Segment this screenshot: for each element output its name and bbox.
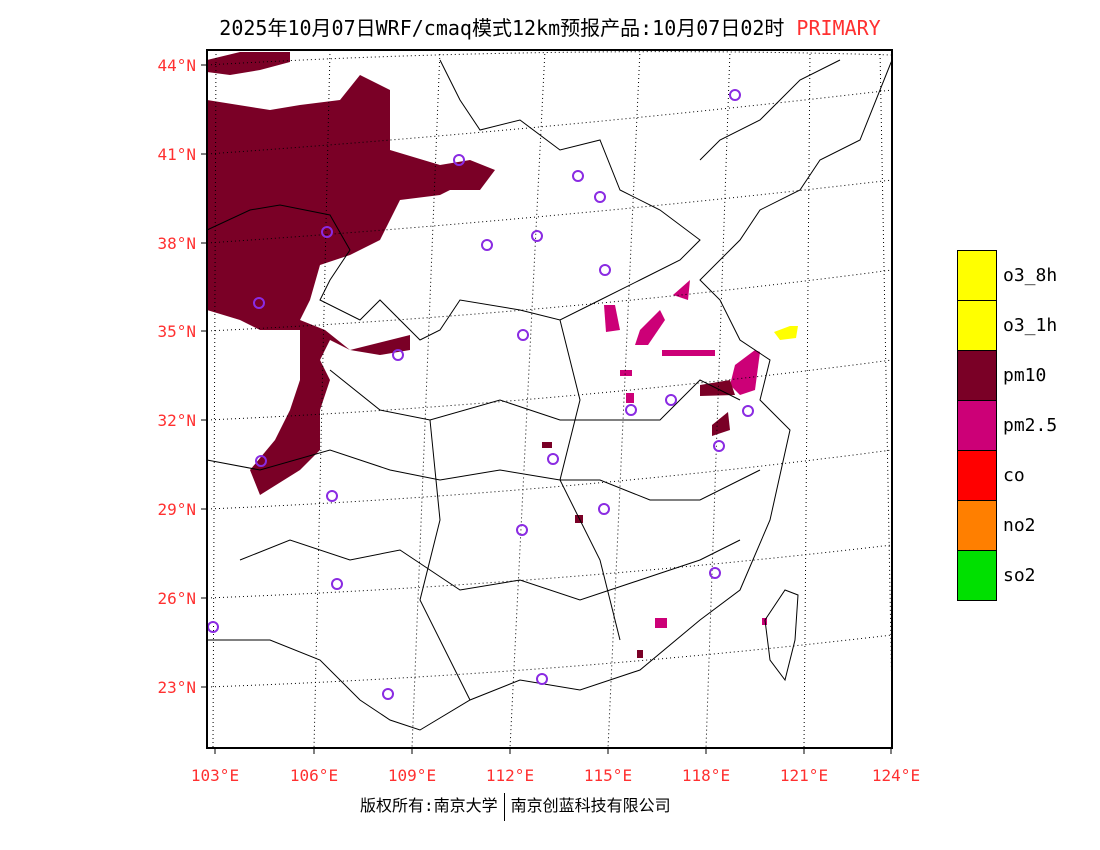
station-marker <box>742 405 754 417</box>
pm25-spot <box>762 618 767 625</box>
pm10-spot <box>637 650 643 658</box>
lon-label: 118°E <box>681 766 731 785</box>
station-marker <box>536 673 548 685</box>
legend-swatch <box>957 400 997 450</box>
lat-label: 23°N <box>157 678 196 697</box>
lon-label: 124°E <box>871 766 921 785</box>
station-marker <box>331 578 343 590</box>
legend-item: o3_8h <box>957 250 1057 300</box>
station-marker <box>382 688 394 700</box>
pm25-plume-jiangsu <box>662 350 715 356</box>
station-marker <box>453 154 465 166</box>
pm25-plume-henan <box>604 305 620 332</box>
legend-swatch <box>957 300 997 350</box>
station-marker <box>709 567 721 579</box>
legend-label: pm10 <box>1003 364 1047 386</box>
station-marker <box>517 329 529 341</box>
lon-label: 106°E <box>289 766 339 785</box>
lon-ticks <box>214 748 892 754</box>
station-marker <box>713 440 725 452</box>
station-marker <box>326 490 338 502</box>
pollutant-tag: PRIMARY <box>796 16 881 40</box>
legend-label: o3_8h <box>1003 264 1058 286</box>
divider <box>503 792 505 821</box>
legend: o3_8h o3_1h pm10 pm2.5 co no2 so2 <box>957 250 1057 601</box>
legend-label: pm2.5 <box>1003 414 1058 436</box>
legend-item: pm2.5 <box>957 400 1057 450</box>
legend-swatch <box>957 549 997 601</box>
legend-label: co <box>1003 464 1025 486</box>
legend-item: no2 <box>957 500 1057 550</box>
lon-label: 103°E <box>190 766 240 785</box>
map-frame <box>206 49 893 749</box>
legend-item: co <box>957 450 1057 500</box>
station-marker <box>321 226 333 238</box>
station-marker <box>729 89 741 101</box>
legend-label: o3_1h <box>1003 314 1058 336</box>
lat-label: 29°N <box>157 500 196 519</box>
station-marker <box>255 455 267 467</box>
lon-label: 115°E <box>583 766 633 785</box>
station-marker <box>572 170 584 182</box>
station-marker <box>665 394 677 406</box>
lon-label: 112°E <box>485 766 535 785</box>
monitoring-stations <box>207 89 754 700</box>
legend-swatch <box>957 450 997 500</box>
pm10-plume-northwest <box>207 75 495 495</box>
legend-swatch <box>957 500 997 550</box>
station-marker <box>481 239 493 251</box>
lat-label: 32°N <box>157 411 196 430</box>
legend-label: so2 <box>1003 564 1036 586</box>
copyright-right: 南京创蓝科技有限公司 <box>510 796 671 815</box>
legend-swatch <box>957 250 997 300</box>
pm10-plume-zhejiang <box>712 412 730 436</box>
lat-label: 44°N <box>157 56 196 75</box>
pm25-plume-shandong <box>635 310 665 345</box>
station-marker <box>531 230 543 242</box>
graticule <box>206 49 893 749</box>
legend-item: o3_1h <box>957 300 1057 350</box>
lat-label: 35°N <box>157 322 196 341</box>
pm25-spot <box>626 393 634 403</box>
copyright-left: 版权所有:南京大学 <box>360 796 498 815</box>
lon-label: 121°E <box>779 766 829 785</box>
lat-label: 38°N <box>157 234 196 253</box>
station-marker <box>598 503 610 515</box>
station-marker <box>625 404 637 416</box>
o3-plume-sea <box>774 326 798 340</box>
station-marker <box>392 349 404 361</box>
legend-item: so2 <box>957 549 1057 601</box>
copyright: 版权所有:南京大学 南京创蓝科技有限公司 <box>360 792 671 821</box>
province-borders <box>206 59 893 731</box>
pm25-plume-shanghai <box>730 350 760 395</box>
legend-swatch <box>957 350 997 400</box>
lat-label: 41°N <box>157 145 196 164</box>
pm10-spot <box>542 442 552 448</box>
pm10-plume-top <box>207 52 290 75</box>
lon-label: 109°E <box>387 766 437 785</box>
legend-item: pm10 <box>957 350 1057 400</box>
pollution-plumes <box>207 52 798 658</box>
station-marker <box>547 453 559 465</box>
lat-label: 26°N <box>157 589 196 608</box>
lat-ticks <box>201 64 207 688</box>
pm25-spot <box>620 370 632 376</box>
pm25-plume-east <box>673 280 690 300</box>
station-marker <box>207 621 219 633</box>
map-title: 2025年10月07日WRF/cmaq模式12km预报产品:10月07日02时 P… <box>0 12 1100 41</box>
legend-label: no2 <box>1003 514 1036 536</box>
pm25-spot <box>655 618 667 628</box>
station-marker <box>253 297 265 309</box>
station-marker <box>599 264 611 276</box>
station-marker <box>516 524 528 536</box>
title-text: 2025年10月07日WRF/cmaq模式12km预报产品:10月07日02时 <box>219 16 785 40</box>
station-marker <box>594 191 606 203</box>
